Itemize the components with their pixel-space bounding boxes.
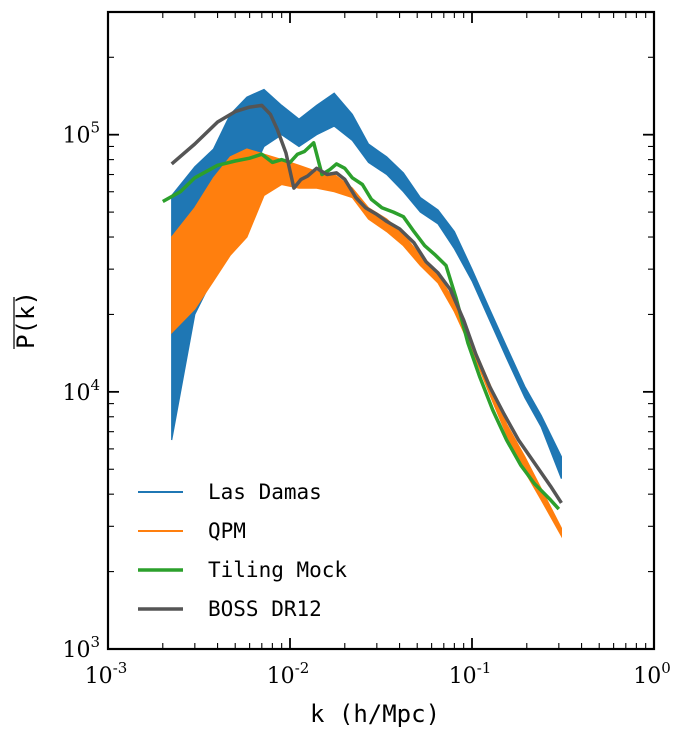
band-las-damas — [171, 88, 563, 479]
y-tick-label: 104 — [62, 376, 100, 406]
series-line-tiling-mock — [161, 141, 561, 511]
series-layer — [161, 103, 563, 511]
legend-label: Las Damas — [208, 480, 322, 504]
legend: Las Damas QPM Tiling Mock BOSS DR12 — [138, 480, 347, 621]
legend-item: Las Damas — [138, 480, 322, 504]
legend-item: QPM — [138, 519, 246, 543]
y-axis-label: P(k) — [12, 291, 40, 349]
y-tick-label: 103 — [62, 633, 100, 663]
series-line-boss-dr12 — [170, 103, 563, 504]
axis-ticks — [107, 11, 655, 650]
x-tick-label: 10-1 — [449, 659, 492, 689]
x-tick-label: 100 — [633, 659, 671, 689]
legend-item: Tiling Mock — [138, 558, 347, 582]
y-tick-label: 105 — [62, 119, 100, 149]
legend-label: QPM — [208, 519, 246, 543]
x-tick-label: 10-3 — [85, 659, 128, 689]
axis-tick-labels: 10-3 10-2 10-1 100 103 104 105 — [62, 119, 670, 689]
x-axis-label: k (h/Mpc) — [310, 700, 440, 728]
x-tick-label: 10-2 — [267, 659, 310, 689]
plot-area — [161, 88, 563, 539]
y-axis-label-group: P(k) — [12, 291, 40, 349]
plot-frame — [106, 10, 656, 651]
legend-item: BOSS DR12 — [138, 597, 322, 621]
legend-label: BOSS DR12 — [208, 597, 322, 621]
band-layer — [171, 88, 563, 539]
legend-label: Tiling Mock — [208, 558, 347, 582]
